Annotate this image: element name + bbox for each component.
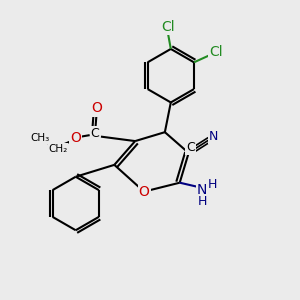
Text: Cl: Cl <box>209 45 223 59</box>
Text: CH₃: CH₃ <box>30 133 50 143</box>
Text: N: N <box>209 130 219 143</box>
Text: H: H <box>197 195 207 208</box>
Text: CH₂: CH₂ <box>48 143 68 154</box>
Text: N: N <box>197 183 207 197</box>
Text: O: O <box>139 184 149 199</box>
Text: C: C <box>91 127 99 140</box>
Text: O: O <box>91 101 102 116</box>
Text: O: O <box>70 131 81 145</box>
Text: C: C <box>186 140 195 154</box>
Text: Cl: Cl <box>161 20 175 34</box>
Text: H: H <box>208 178 217 191</box>
